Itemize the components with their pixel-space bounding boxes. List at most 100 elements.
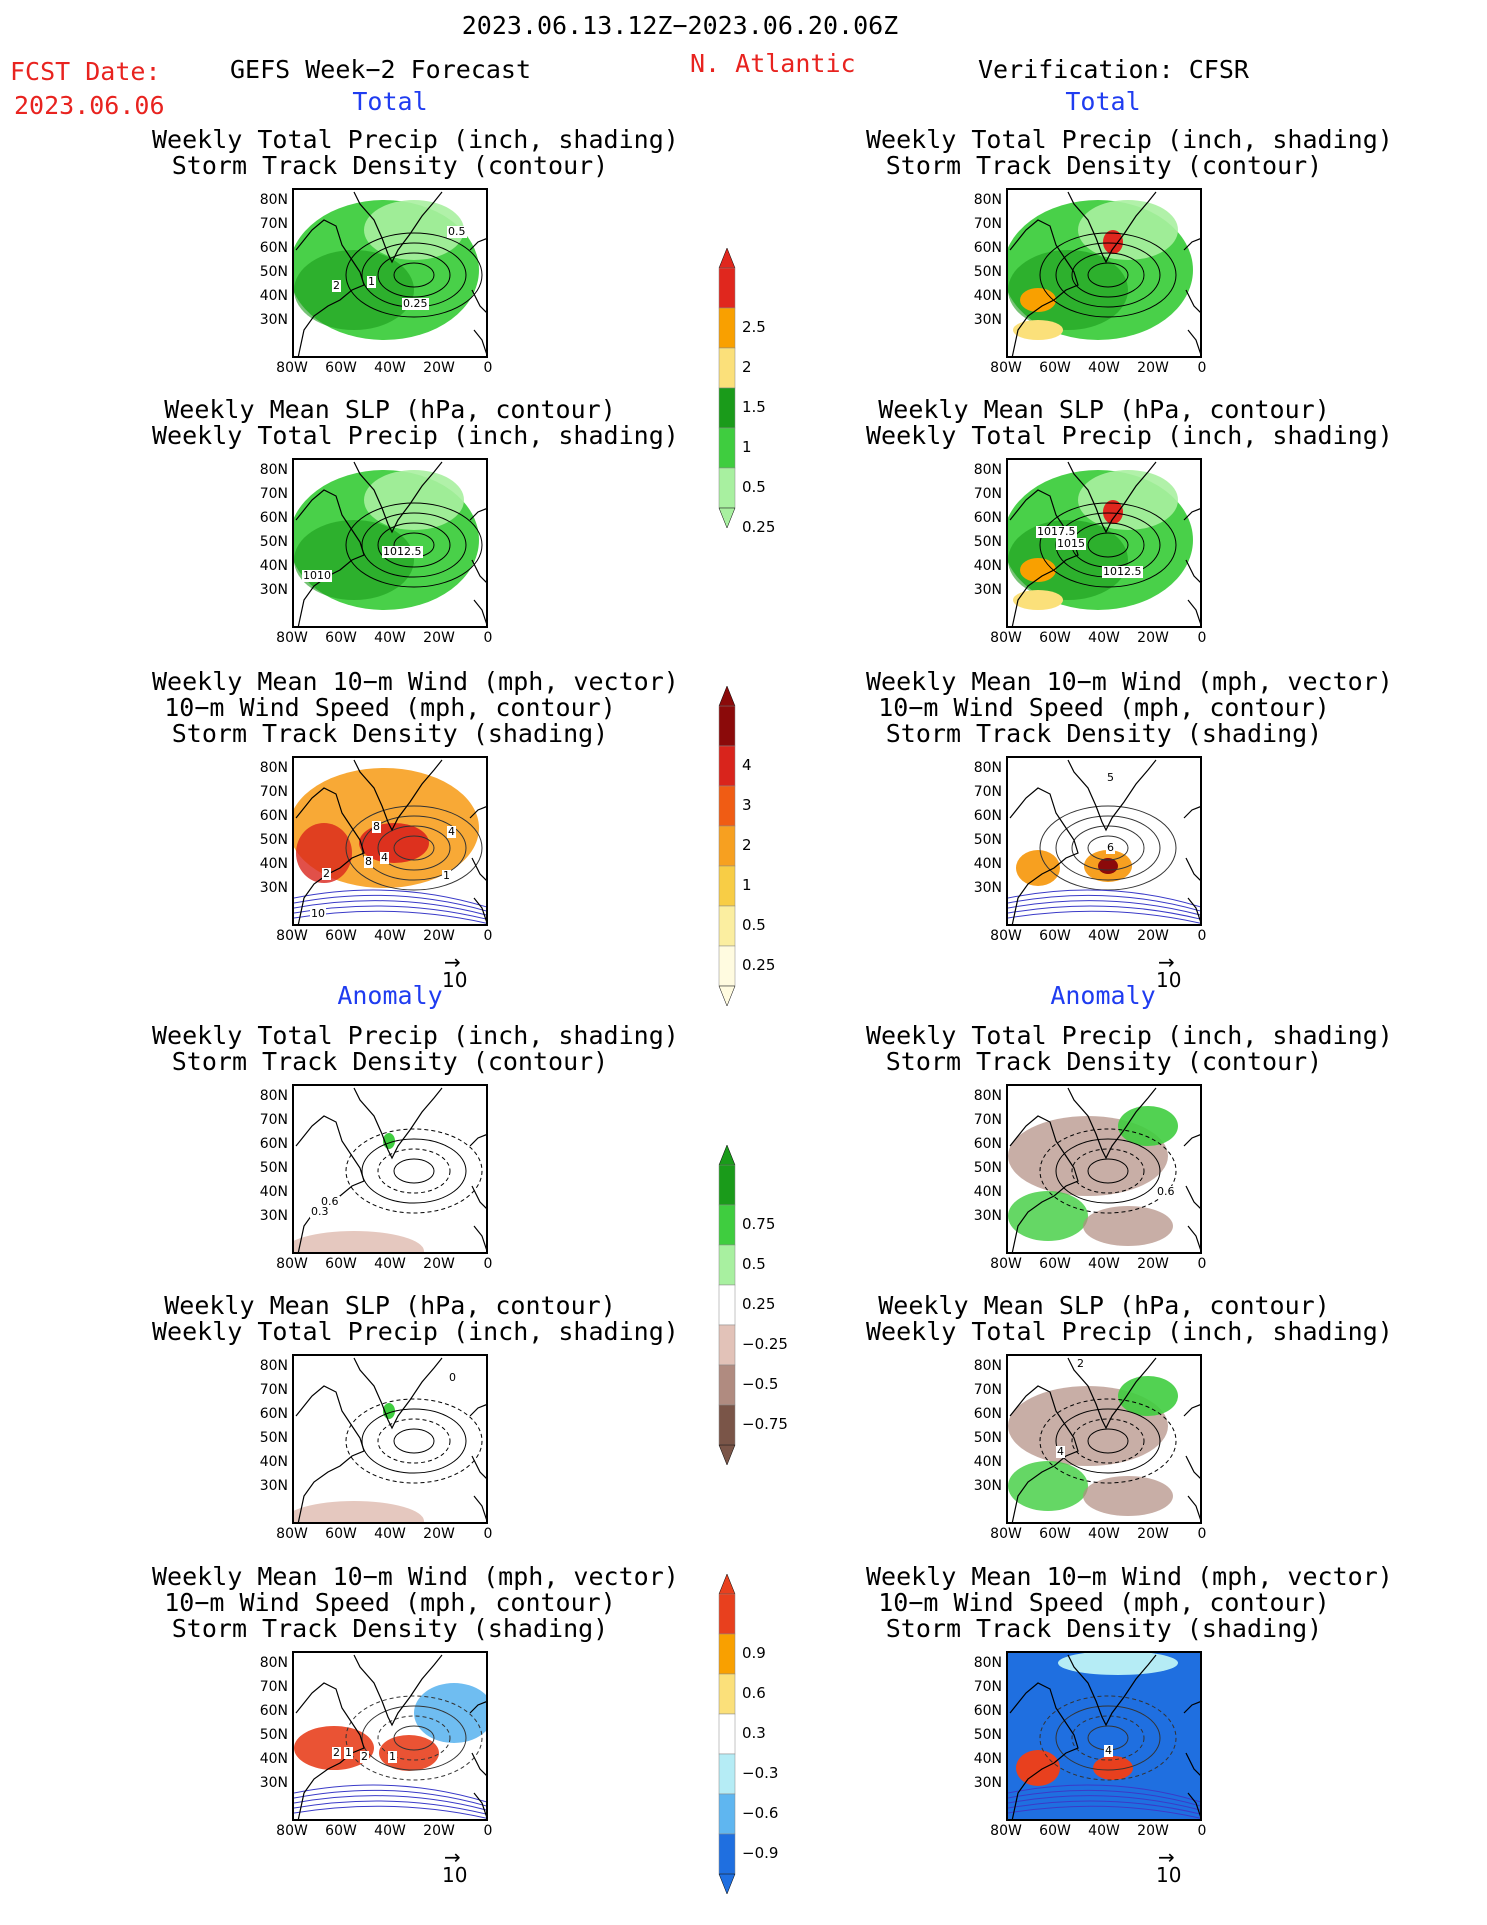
lon-tick-label: 40W — [1088, 360, 1120, 376]
left-model-title: GEFS Week−2 Forecast — [230, 55, 532, 84]
lat-tick-label: 60N — [973, 510, 1002, 526]
lon-tick-label: 40W — [1088, 928, 1120, 944]
lon-tick-label: 40W — [374, 360, 406, 376]
lon-tick-label: 40W — [1088, 1526, 1120, 1542]
contour-label: 8 — [364, 855, 373, 868]
colorbar-label: 1 — [742, 876, 752, 894]
section-total-right: Total — [1065, 87, 1141, 116]
contour-label: 1 — [442, 869, 451, 882]
contour-label: 1017.5 — [1036, 525, 1077, 538]
lat-tick-label: 70N — [973, 1679, 1002, 1695]
lon-tick-label: 20W — [423, 1526, 455, 1542]
panel-title-line: Storm Track Density (contour) — [885, 1047, 1323, 1076]
right-verif-title: Verification: CFSR — [978, 55, 1249, 84]
lon-tick-label: 60W — [325, 928, 357, 944]
colorbar-label: −0.75 — [742, 1415, 788, 1433]
lat-tick-label: 80N — [973, 1358, 1002, 1374]
lat-tick-label: 60N — [259, 1406, 288, 1422]
lat-tick-label: 70N — [973, 216, 1002, 232]
contour-label: 4 — [380, 851, 389, 864]
panel-title-line: Weekly Mean SLP (hPa, contour) — [164, 395, 616, 424]
region-title: N. Atlantic — [690, 49, 856, 78]
lat-tick-label: 40N — [973, 1751, 1002, 1767]
section-total-left: Total — [352, 87, 428, 116]
lat-tick-label: 30N — [259, 880, 288, 896]
lon-tick-label: 80W — [276, 1526, 308, 1542]
contour-label: 1015 — [1056, 537, 1086, 550]
lon-tick-label: 60W — [325, 360, 357, 376]
lat-tick-label: 80N — [259, 462, 288, 478]
lon-tick-label: 80W — [990, 1823, 1022, 1839]
vector-arrow-icon: → — [444, 1845, 461, 1869]
colorbar-storm_total — [718, 686, 736, 1006]
colorbar-label: 0.9 — [742, 1644, 766, 1662]
map-svg — [1008, 461, 1200, 626]
panel-title-line: Weekly Total Precip (inch, shading) — [152, 125, 679, 154]
lon-tick-label: 0 — [483, 1256, 493, 1272]
lat-tick-label: 30N — [973, 1775, 1002, 1791]
lon-tick-label: 40W — [374, 928, 406, 944]
lat-tick-label: 50N — [973, 534, 1002, 550]
lat-tick-label: 30N — [973, 582, 1002, 598]
lon-tick-label: 80W — [990, 360, 1022, 376]
lon-tick-label: 80W — [990, 1256, 1022, 1272]
contour-label: 1 — [388, 1750, 397, 1763]
panel-title-line: Weekly Total Precip (inch, shading) — [152, 1021, 679, 1050]
panel-title-line: Weekly Total Precip (inch, shading) — [866, 1021, 1393, 1050]
lat-tick-label: 70N — [259, 486, 288, 502]
contour-label: 2 — [360, 1750, 369, 1763]
lon-tick-label: 20W — [1137, 1526, 1169, 1542]
lat-tick-label: 60N — [973, 1136, 1002, 1152]
colorbar-label: −0.3 — [742, 1764, 779, 1782]
lat-tick-label: 70N — [259, 1382, 288, 1398]
lat-tick-label: 80N — [259, 1655, 288, 1671]
colorbar-label: 0.5 — [742, 478, 766, 496]
lat-tick-label: 70N — [259, 1112, 288, 1128]
lon-tick-label: 0 — [1197, 928, 1207, 944]
lat-tick-label: 40N — [259, 558, 288, 574]
panel-title-line: Weekly Total Precip (inch, shading) — [152, 1317, 679, 1346]
colorbar-label: 0.75 — [742, 1215, 776, 1233]
colorbar-label: 0.3 — [742, 1724, 766, 1742]
lon-tick-label: 0 — [1197, 630, 1207, 646]
map-svg — [294, 1654, 486, 1819]
lat-tick-label: 40N — [973, 558, 1002, 574]
lon-tick-label: 20W — [423, 630, 455, 646]
lat-tick-label: 50N — [973, 832, 1002, 848]
colorbar-label: −0.25 — [742, 1335, 788, 1353]
lon-tick-label: 40W — [1088, 630, 1120, 646]
lon-tick-label: 60W — [1039, 1256, 1071, 1272]
vector-scale-label: 10 — [1156, 1863, 1182, 1887]
map-svg — [294, 1087, 486, 1252]
panel-title-line: Weekly Mean 10−m Wind (mph, vector) — [866, 1562, 1393, 1591]
lat-tick-label: 30N — [259, 1775, 288, 1791]
contour-label: 5 — [1106, 771, 1115, 784]
lat-tick-label: 30N — [259, 582, 288, 598]
lat-tick-label: 60N — [259, 808, 288, 824]
lat-tick-label: 70N — [973, 486, 1002, 502]
lat-tick-label: 80N — [973, 192, 1002, 208]
colorbar-label: −0.6 — [742, 1804, 779, 1822]
contour-label: 1012.5 — [382, 545, 423, 558]
lon-tick-label: 0 — [1197, 360, 1207, 376]
lat-tick-label: 50N — [973, 264, 1002, 280]
lat-tick-label: 40N — [973, 288, 1002, 304]
panel-title-line: Weekly Mean 10−m Wind (mph, vector) — [152, 1562, 679, 1591]
fcst-date-value: 2023.06.06 — [14, 91, 165, 120]
lon-tick-label: 20W — [423, 360, 455, 376]
contour-label: 6 — [1106, 841, 1115, 854]
map-svg — [1008, 759, 1200, 924]
map-svg — [1008, 1087, 1200, 1252]
lon-tick-label: 60W — [325, 630, 357, 646]
lat-tick-label: 40N — [973, 1184, 1002, 1200]
panel-title-line: Weekly Mean SLP (hPa, contour) — [164, 1291, 616, 1320]
lat-tick-label: 60N — [259, 510, 288, 526]
lat-tick-label: 50N — [259, 1160, 288, 1176]
colorbar-label: 0.5 — [742, 916, 766, 934]
map-panel — [292, 1084, 488, 1254]
vector-arrow-icon: → — [444, 950, 461, 974]
lat-tick-label: 40N — [973, 1454, 1002, 1470]
vector-arrow-icon: → — [1158, 950, 1175, 974]
lat-tick-label: 70N — [973, 1112, 1002, 1128]
lon-tick-label: 20W — [1137, 630, 1169, 646]
